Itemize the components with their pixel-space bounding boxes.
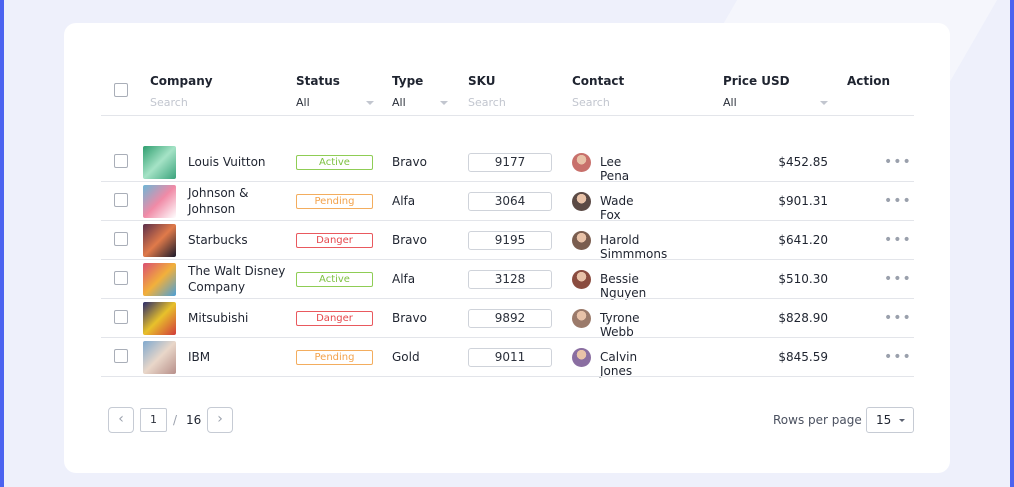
row-divider bbox=[101, 259, 914, 260]
row-checkbox[interactable] bbox=[114, 349, 128, 363]
row-divider bbox=[101, 376, 914, 377]
price-value: $845.59 bbox=[778, 350, 828, 364]
contact-name: Tyrone Webb bbox=[600, 311, 640, 339]
contact-name: Harold Simmmons bbox=[600, 233, 668, 261]
column-header-type[interactable]: Type bbox=[392, 74, 424, 88]
row-checkbox[interactable] bbox=[114, 310, 128, 324]
sku-field[interactable]: 9011 bbox=[468, 348, 552, 367]
company-name: Louis Vuitton bbox=[188, 155, 266, 169]
rows-per-page-value: 15 bbox=[876, 413, 892, 427]
company-logo-image bbox=[143, 146, 176, 179]
sku-search-input[interactable]: Search bbox=[468, 96, 506, 109]
price-value: $641.20 bbox=[778, 233, 828, 247]
contact-avatar bbox=[572, 231, 591, 250]
type-value: Bravo bbox=[392, 233, 427, 247]
column-header-company[interactable]: Company bbox=[150, 74, 213, 88]
row-divider bbox=[101, 337, 914, 338]
column-header-sku[interactable]: SKU bbox=[468, 74, 496, 88]
chevron-left-icon: ‹ bbox=[118, 411, 124, 427]
company-logo-image bbox=[143, 341, 176, 374]
chevron-down-icon[interactable] bbox=[820, 101, 828, 105]
type-value: Alfa bbox=[392, 194, 416, 208]
sku-field[interactable]: 9195 bbox=[468, 231, 552, 250]
rows-per-page-select[interactable]: 15 bbox=[866, 407, 914, 433]
company-logo-image bbox=[143, 302, 176, 335]
company-name: The Walt Disney Company bbox=[188, 264, 286, 294]
price-value: $828.90 bbox=[778, 311, 828, 325]
page-number-input[interactable]: 1 bbox=[140, 408, 167, 432]
row-checkbox[interactable] bbox=[114, 271, 128, 285]
column-header-contact[interactable]: Contact bbox=[572, 74, 625, 88]
status-badge: Pending bbox=[296, 350, 373, 365]
more-actions-icon[interactable]: ••• bbox=[884, 193, 912, 209]
chevron-down-icon bbox=[899, 419, 905, 422]
more-actions-icon[interactable]: ••• bbox=[884, 232, 912, 248]
type-value: Bravo bbox=[392, 311, 427, 325]
sku-field[interactable]: 9177 bbox=[468, 153, 552, 172]
company-name: Johnson & Johnson bbox=[188, 186, 249, 216]
next-page-button[interactable]: › bbox=[207, 407, 233, 433]
status-badge: Danger bbox=[296, 311, 373, 326]
row-divider bbox=[101, 298, 914, 299]
row-checkbox[interactable] bbox=[114, 232, 128, 246]
sku-field[interactable]: 9892 bbox=[468, 309, 552, 328]
row-checkbox[interactable] bbox=[114, 193, 128, 207]
select-all-checkbox[interactable] bbox=[114, 83, 128, 97]
column-header-price[interactable]: Price USD bbox=[723, 74, 790, 88]
table-card: Company Search Status All Type All SKU S… bbox=[64, 23, 950, 473]
more-actions-icon[interactable]: ••• bbox=[884, 271, 912, 287]
status-filter-select[interactable]: All bbox=[296, 96, 310, 109]
company-name: IBM bbox=[188, 350, 211, 364]
chevron-right-icon: › bbox=[217, 411, 223, 427]
status-badge: Danger bbox=[296, 233, 373, 248]
sku-field[interactable]: 3128 bbox=[468, 270, 552, 289]
company-logo-image bbox=[143, 263, 176, 296]
rows-per-page-label: Rows per page bbox=[773, 413, 862, 427]
price-value: $901.31 bbox=[778, 194, 828, 208]
chevron-down-icon[interactable] bbox=[366, 101, 374, 105]
company-logo-image bbox=[143, 185, 176, 218]
contact-avatar bbox=[572, 309, 591, 328]
window-frame-left bbox=[0, 0, 4, 487]
sku-field[interactable]: 3064 bbox=[468, 192, 552, 211]
row-divider bbox=[101, 181, 914, 182]
page-separator: / bbox=[173, 413, 178, 427]
type-filter-select[interactable]: All bbox=[392, 96, 406, 109]
prev-page-button[interactable]: ‹ bbox=[108, 407, 134, 433]
more-actions-icon[interactable]: ••• bbox=[884, 349, 912, 365]
header-divider bbox=[101, 115, 914, 116]
status-badge: Active bbox=[296, 272, 373, 287]
chevron-down-icon[interactable] bbox=[440, 101, 448, 105]
row-divider bbox=[101, 220, 914, 221]
price-value: $510.30 bbox=[778, 272, 828, 286]
company-name: Starbucks bbox=[188, 233, 248, 247]
contact-name: Bessie Nguyen bbox=[600, 272, 647, 300]
total-pages: 16 bbox=[186, 413, 202, 427]
row-checkbox[interactable] bbox=[114, 154, 128, 168]
type-value: Alfa bbox=[392, 272, 416, 286]
company-name: Mitsubishi bbox=[188, 311, 249, 325]
company-search-input[interactable]: Search bbox=[150, 96, 188, 109]
price-value: $452.85 bbox=[778, 155, 828, 169]
contact-search-input[interactable]: Search bbox=[572, 96, 610, 109]
contact-avatar bbox=[572, 192, 591, 211]
more-actions-icon[interactable]: ••• bbox=[884, 154, 912, 170]
window-frame-right bbox=[1010, 0, 1014, 487]
contact-avatar bbox=[572, 153, 591, 172]
type-value: Bravo bbox=[392, 155, 427, 169]
contact-name: Lee Pena bbox=[600, 155, 630, 183]
contact-avatar bbox=[572, 348, 591, 367]
contact-name: Wade Fox bbox=[600, 194, 634, 222]
status-badge: Active bbox=[296, 155, 373, 170]
column-header-status[interactable]: Status bbox=[296, 74, 340, 88]
contact-name: Calvin Jones bbox=[600, 350, 638, 378]
status-badge: Pending bbox=[296, 194, 373, 209]
contact-avatar bbox=[572, 270, 591, 289]
price-filter-select[interactable]: All bbox=[723, 96, 737, 109]
type-value: Gold bbox=[392, 350, 420, 364]
more-actions-icon[interactable]: ••• bbox=[884, 310, 912, 326]
column-header-action: Action bbox=[847, 74, 891, 88]
company-logo-image bbox=[143, 224, 176, 257]
